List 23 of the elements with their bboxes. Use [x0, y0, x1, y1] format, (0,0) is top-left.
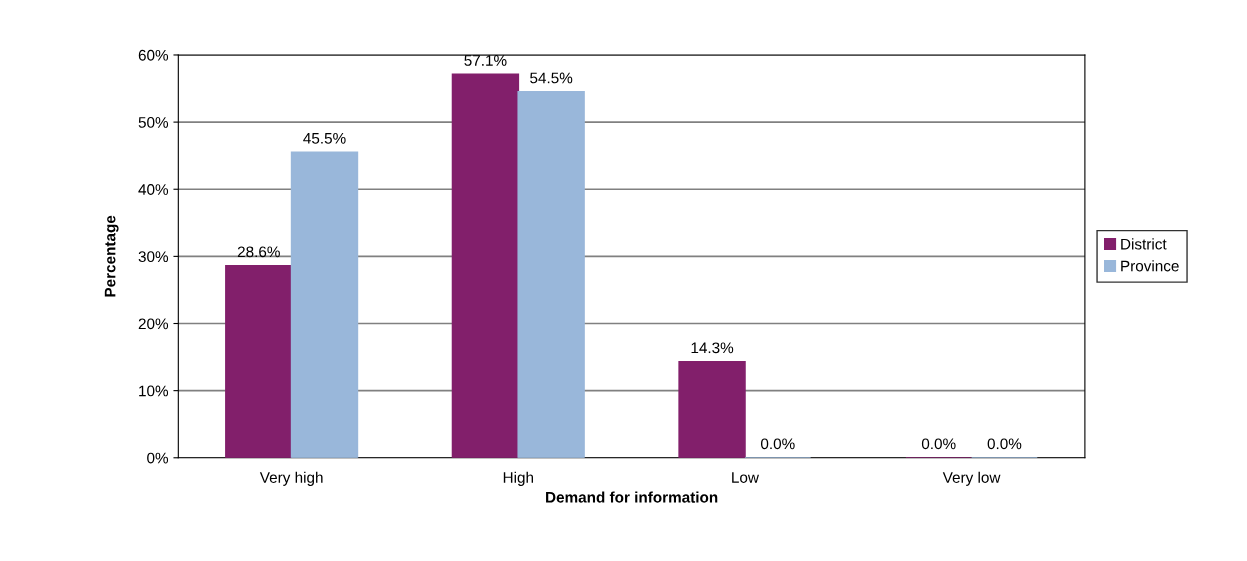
y-tick-label: 60% [138, 49, 169, 61]
x-axis-title: Demand for information [546, 491, 718, 503]
data-label: 28.6% [237, 246, 280, 258]
data-label: 54.5% [530, 72, 573, 84]
x-tick-label: Very high [259, 471, 323, 486]
x-tick-label: Low [732, 472, 759, 483]
legend-label: Province [1121, 260, 1179, 272]
data-label: 57.1% [464, 55, 507, 66]
x-tick-label: High [503, 471, 533, 486]
legend-label: District [1121, 238, 1167, 250]
data-label: 14.3% [691, 342, 734, 354]
y-tick-label: 20% [138, 318, 169, 330]
y-tick-label: 30% [138, 251, 169, 263]
y-tick-label: 0% [147, 452, 169, 464]
data-label: 0.0% [987, 438, 1022, 450]
y-tick-label: 50% [138, 116, 169, 128]
y-tick-label: 10% [139, 385, 169, 397]
data-label: 45.5% [303, 132, 346, 144]
data-label: 0.0% [760, 438, 795, 450]
x-tick-label: Very low [942, 471, 1001, 486]
y-axis-title: Percentage [104, 215, 119, 297]
y-tick-label: 40% [138, 184, 169, 195]
data-label: 0.0% [921, 438, 956, 450]
